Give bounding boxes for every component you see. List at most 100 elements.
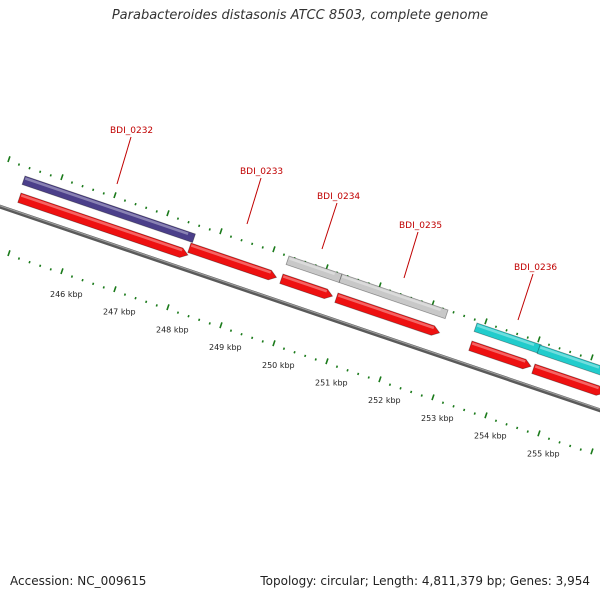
inner-minor-tick (473, 412, 476, 415)
inner-minor-tick (155, 304, 158, 307)
gene-label-bdi_0236: BDI_0236 (514, 263, 557, 273)
cds-arrow-bdi_0234 (279, 273, 334, 300)
outer-minor-tick (81, 184, 84, 188)
cds-arrow-next (531, 363, 600, 396)
outer-tick-ring (7, 156, 594, 361)
inner-minor-tick (367, 376, 370, 379)
inner-minor-tick (547, 437, 551, 441)
inner-minor-tick (579, 448, 582, 451)
backbone-line (0, 204, 600, 413)
gene-label-leader-line (321, 202, 338, 250)
kbp-label: 246 kbp (50, 290, 83, 299)
outer-major-tick (113, 192, 117, 199)
inner-major-tick (590, 448, 594, 455)
inner-major-tick (60, 268, 64, 275)
inner-minor-tick (558, 441, 561, 444)
kbp-label: 252 kbp (368, 396, 401, 405)
inner-minor-tick (569, 444, 572, 448)
outer-minor-tick (494, 325, 498, 329)
inner-minor-tick (282, 347, 286, 350)
inner-major-tick (378, 376, 382, 383)
gene-label-bdi_0232: BDI_0232 (110, 126, 153, 136)
outer-minor-tick (145, 206, 148, 210)
outer-major-tick (272, 246, 276, 253)
inner-minor-tick (28, 260, 31, 264)
inner-minor-tick (81, 278, 84, 282)
outer-minor-tick (102, 192, 105, 195)
inner-minor-tick (410, 390, 413, 394)
outer-major-tick (484, 318, 488, 325)
kbp-label: 248 kbp (156, 325, 189, 334)
inner-major-tick (166, 304, 170, 311)
inner-minor-tick (516, 426, 519, 430)
outer-minor-tick (473, 318, 476, 321)
inner-major-tick (219, 322, 223, 329)
inner-minor-tick (145, 300, 148, 304)
gene-label-leader-line (246, 177, 262, 225)
gene-label-leader-line (517, 273, 534, 321)
gene-label-bdi_0234: BDI_0234 (317, 192, 360, 202)
outer-minor-tick (92, 188, 95, 192)
gene-label-leader-line (403, 231, 419, 279)
hit-bar-bdi_0235 (338, 273, 449, 320)
inner-minor-tick (187, 314, 190, 318)
inner-tick-ring (7, 250, 594, 455)
inner-minor-tick (198, 318, 201, 322)
genome-summary-text: Topology: circular; Length: 4,811,379 bp… (260, 574, 590, 588)
inner-minor-tick (357, 372, 360, 376)
outer-minor-tick (282, 253, 286, 256)
inner-major-tick (537, 430, 541, 437)
outer-minor-tick (176, 217, 180, 220)
hit-bar-bdi_0232 (21, 175, 196, 243)
inner-minor-tick (335, 365, 339, 368)
inner-minor-tick (176, 311, 180, 314)
inner-major-tick (113, 286, 117, 293)
outer-minor-tick (187, 220, 190, 224)
inner-minor-tick (251, 336, 254, 340)
outer-minor-tick (123, 199, 127, 202)
hit-track (21, 175, 600, 377)
outer-major-tick (166, 210, 170, 217)
inner-minor-tick (261, 340, 264, 343)
gene-labels: BDI_0232 BDI_0233 BDI_0234 BDI_0235 BDI_0236 (110, 126, 557, 321)
outer-minor-tick (526, 336, 529, 339)
outer-minor-tick (569, 350, 572, 354)
outer-minor-tick (70, 181, 74, 184)
inner-major-tick (325, 358, 329, 365)
hit-bar-bdi_0234 (285, 255, 343, 284)
kbp-label: 255 kbp (527, 449, 560, 458)
inner-minor-tick (346, 368, 349, 372)
inner-minor-tick (526, 430, 529, 433)
inner-minor-tick (505, 423, 508, 426)
outer-minor-tick (240, 238, 243, 242)
inner-minor-tick (134, 296, 137, 300)
cds-arrow-bdi_0235 (334, 292, 441, 336)
inner-minor-tick (293, 350, 296, 354)
inner-minor-tick (49, 268, 52, 271)
outer-minor-tick (463, 314, 466, 318)
outer-minor-tick (505, 329, 508, 332)
inner-minor-tick (208, 322, 211, 325)
inner-minor-tick (240, 332, 243, 336)
genome-title: Parabacteroides distasonis ATCC 8503, co… (111, 8, 489, 23)
inner-minor-tick (229, 329, 233, 332)
kbp-label: 249 kbp (209, 343, 242, 352)
outer-minor-tick (452, 311, 455, 314)
inner-minor-tick (102, 286, 105, 289)
kbp-label: 250 kbp (262, 361, 295, 370)
outer-major-tick (219, 228, 223, 235)
inner-minor-tick (17, 257, 21, 260)
outer-minor-tick (28, 166, 31, 170)
outer-major-tick (7, 156, 11, 163)
outer-minor-tick (251, 242, 254, 246)
kbp-label: 253 kbp (421, 414, 454, 423)
kbp-label: 254 kbp (474, 432, 507, 441)
outer-minor-tick (547, 343, 551, 347)
outer-minor-tick (198, 224, 201, 228)
inner-minor-tick (388, 383, 392, 387)
inner-minor-tick (123, 293, 127, 296)
inner-minor-tick (314, 358, 317, 361)
backbone-highlight (0, 205, 600, 410)
cds-arrow-bdi_0236 (468, 340, 532, 370)
